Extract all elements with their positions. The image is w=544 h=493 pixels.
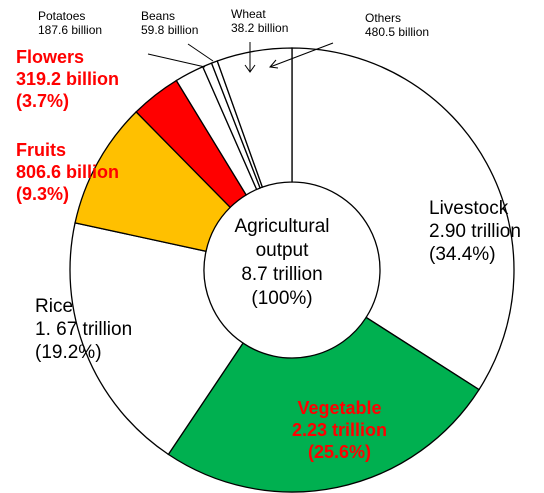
label-others-name: Others [365,11,402,25]
label-fruits-value: 806.6 billion [16,162,120,182]
label-vegetable-name: Vegetable [297,398,382,418]
center-label-line1: Agricultural [234,216,330,237]
label-rice-name: Rice [35,296,74,317]
slice-rice [69,222,244,456]
label-potatoes: Potatoes 187.6 billion [38,9,102,37]
label-wheat-value: 38.2 billion [231,21,289,35]
label-others: Others 480.5 billion [365,11,429,39]
label-livestock: Livestock 2.90 trillion (34.4%) [429,197,521,266]
label-rice-value: 1. 67 trillion [35,319,133,340]
label-fruits: Fruits 806.6 billion (9.3%) [16,139,119,205]
label-flowers-value: 319.2 billion [16,69,120,89]
label-potatoes-name: Potatoes [38,9,86,23]
label-flowers: Flowers 319.2 billion (3.7%) [16,46,119,112]
label-flowers-name: Flowers [16,47,85,67]
others-leader [269,42,334,68]
label-vegetable-value: 2.23 trillion [292,420,388,440]
label-livestock-share: (34.4%) [429,244,496,265]
slice-livestock [291,47,515,391]
label-others-value: 480.5 billion [365,25,430,39]
label-livestock-value: 2.90 trillion [429,221,521,242]
label-potatoes-value: 187.6 billion [38,23,103,37]
beans-leader [187,43,214,62]
wheat-arrowhead [244,64,256,73]
label-vegetable: Vegetable 2.23 trillion (25.6%) [292,397,387,463]
potatoes-leader [147,53,206,68]
label-beans-value: 59.8 billion [141,23,199,37]
center-label: Agricultural output 8.7 trillion (100%) [212,215,352,311]
label-livestock-name: Livestock [429,198,509,219]
label-beans-name: Beans [141,9,176,23]
label-beans: Beans 59.8 billion [141,9,198,37]
label-rice-share: (19.2%) [35,342,102,363]
slice-others [216,47,293,188]
label-flowers-share: (3.7%) [16,91,70,111]
label-rice: Rice 1. 67 trillion (19.2%) [35,295,132,364]
slice-vegetable [167,316,480,493]
label-vegetable-share: (25.6%) [308,442,372,462]
center-label-line2: output [255,240,309,261]
label-wheat: Wheat 38.2 billion [231,7,288,35]
label-wheat-name: Wheat [231,7,266,21]
center-label-line3: 8.7 trillion [241,264,323,285]
others-arrowhead [269,59,279,69]
center-label-line4: (100%) [251,288,313,309]
label-fruits-name: Fruits [16,140,67,160]
label-fruits-share: (9.3%) [16,184,70,204]
